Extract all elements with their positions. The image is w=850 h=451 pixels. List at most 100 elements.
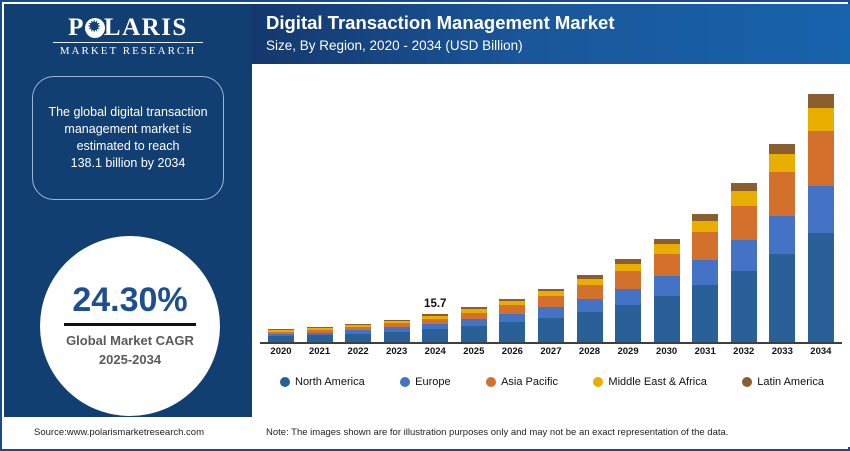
left-panel: P LARIS MARKET RESEARCH The global digita… bbox=[4, 4, 252, 420]
bar-segment-north-america bbox=[306, 335, 333, 342]
bar-segment-middle-east-africa bbox=[306, 328, 333, 330]
bar-segment-north-america bbox=[422, 329, 449, 342]
bar-column[interactable]: 15.7 bbox=[420, 74, 450, 342]
x-axis-tick-label: 2023 bbox=[386, 346, 408, 357]
bar-segment-north-america bbox=[807, 233, 834, 342]
bar-segment-europe bbox=[769, 216, 796, 255]
x-axis-tick-label: 2021 bbox=[308, 346, 331, 357]
bar-column[interactable] bbox=[729, 74, 759, 342]
bar-segment-asia-pacific bbox=[807, 130, 834, 187]
bar-segment-middle-east-africa bbox=[383, 321, 410, 324]
bar-segment-europe bbox=[730, 240, 757, 271]
bar-column[interactable] bbox=[266, 74, 296, 342]
x-axis-tick-label: 2034 bbox=[810, 346, 832, 357]
bar-column[interactable] bbox=[767, 74, 797, 342]
callout-text: The global digital transaction managemen… bbox=[48, 105, 208, 170]
bar-segment-asia-pacific bbox=[306, 329, 333, 333]
bar-segment-latin-america bbox=[692, 213, 719, 221]
bar-segment-north-america bbox=[268, 336, 294, 342]
bar-segment-middle-east-africa bbox=[730, 191, 757, 206]
x-axis-labels: 2020 2021 2022 2023 2024 2025 2026 2027 2028 2029… bbox=[260, 346, 842, 357]
bar-segment-asia-pacific bbox=[730, 205, 757, 241]
legend-color-swatch-icon bbox=[486, 377, 497, 387]
legend-color-swatch-icon bbox=[400, 377, 411, 387]
bar-stack bbox=[268, 328, 294, 342]
bar-segment-middle-east-africa bbox=[460, 309, 487, 313]
bar-segment-asia-pacific bbox=[692, 232, 719, 261]
bar-segment-asia-pacific bbox=[383, 323, 410, 328]
bar-column[interactable] bbox=[536, 74, 566, 342]
chart-area: 15.7 2020 2021 2022 2023 2024 2025 2026 2027 202… bbox=[252, 64, 850, 420]
bar-group: 15.7 bbox=[260, 74, 842, 342]
bar-segment-north-america bbox=[730, 271, 757, 342]
legend-item[interactable]: Asia Pacific bbox=[486, 376, 558, 388]
bar-stack bbox=[422, 314, 449, 342]
callout-box: The global digital transaction managemen… bbox=[32, 76, 224, 200]
legend-label: Asia Pacific bbox=[501, 376, 558, 388]
x-axis-tick-label: 2020 bbox=[270, 346, 292, 357]
bar-segment-middle-east-africa bbox=[769, 154, 796, 173]
bar-stack bbox=[615, 259, 642, 342]
x-axis-tick-label: 2029 bbox=[617, 346, 639, 357]
bar-column[interactable] bbox=[382, 74, 412, 342]
bar-segment-asia-pacific bbox=[422, 318, 449, 324]
legend-item[interactable]: North America bbox=[280, 376, 365, 388]
bar-column[interactable] bbox=[305, 74, 335, 342]
legend-item[interactable]: Middle East & Africa bbox=[593, 376, 707, 388]
bar-segment-north-america bbox=[769, 254, 796, 342]
bar-stack bbox=[692, 213, 719, 342]
bar-column[interactable] bbox=[459, 74, 489, 342]
bar-column[interactable] bbox=[497, 74, 527, 342]
bar-segment-latin-america bbox=[615, 259, 642, 264]
bar-stack bbox=[576, 275, 603, 342]
logo-divider bbox=[53, 42, 203, 43]
legend-color-swatch-icon bbox=[742, 377, 753, 387]
bar-segment-europe bbox=[460, 319, 487, 327]
logo-tagline: MARKET RESEARCH bbox=[59, 45, 197, 57]
bar-segment-latin-america bbox=[460, 307, 487, 310]
bar-column[interactable] bbox=[690, 74, 720, 342]
bar-segment-north-america bbox=[537, 317, 564, 342]
bar-column[interactable] bbox=[343, 74, 373, 342]
bar-segment-middle-east-africa bbox=[692, 220, 719, 233]
bar-value-label: 15.7 bbox=[424, 297, 447, 310]
bar-column[interactable] bbox=[652, 74, 682, 342]
bar-segment-north-america bbox=[576, 311, 603, 342]
bar-segment-europe bbox=[499, 314, 526, 323]
bar-segment-north-america bbox=[653, 295, 680, 342]
bar-column[interactable] bbox=[613, 74, 643, 342]
bar-segment-asia-pacific bbox=[615, 271, 642, 289]
legend-label: Middle East & Africa bbox=[608, 376, 707, 388]
bar-column[interactable] bbox=[575, 74, 605, 342]
bar-segment-middle-east-africa bbox=[268, 330, 294, 332]
page-subtitle: Size, By Region, 2020 - 2034 (USD Billio… bbox=[266, 38, 523, 54]
chart-legend: North America Europe Asia Pacific Middle Ea… bbox=[262, 376, 842, 388]
cagr-divider bbox=[64, 322, 196, 326]
footer-source[interactable]: Source:www.polarismarketresearch.com bbox=[34, 426, 205, 438]
bar-stack bbox=[460, 307, 487, 342]
bar-segment-middle-east-africa bbox=[807, 108, 834, 131]
logo-wordmark: P LARIS bbox=[68, 15, 188, 40]
bar-segment-europe bbox=[807, 186, 834, 234]
x-axis-tick-label: 2027 bbox=[540, 346, 562, 357]
legend-item[interactable]: Latin America bbox=[742, 376, 824, 388]
legend-label: Latin America bbox=[757, 376, 824, 388]
bar-segment-middle-east-africa bbox=[499, 301, 526, 306]
bar-stack bbox=[769, 143, 796, 342]
x-axis-tick-label: 2025 bbox=[463, 346, 485, 357]
bar-stack bbox=[653, 238, 680, 342]
legend-item[interactable]: Europe bbox=[400, 376, 451, 388]
cagr-value: 24.30% bbox=[72, 280, 188, 319]
bar-column[interactable] bbox=[806, 74, 836, 342]
page-title: Digital Transaction Management Market bbox=[266, 12, 615, 33]
x-axis-tick-label: 2024 bbox=[424, 346, 446, 357]
bar-segment-asia-pacific bbox=[769, 172, 796, 217]
cagr-years: 2025-2034 bbox=[98, 351, 162, 367]
bar-segment-north-america bbox=[499, 322, 526, 342]
bar-segment-north-america bbox=[345, 333, 372, 342]
polaris-logo: P LARIS MARKET RESEARCH bbox=[4, 10, 252, 62]
bar-segment-europe bbox=[422, 323, 449, 330]
bar-segment-north-america bbox=[460, 326, 487, 342]
legend-color-swatch-icon bbox=[280, 377, 290, 387]
